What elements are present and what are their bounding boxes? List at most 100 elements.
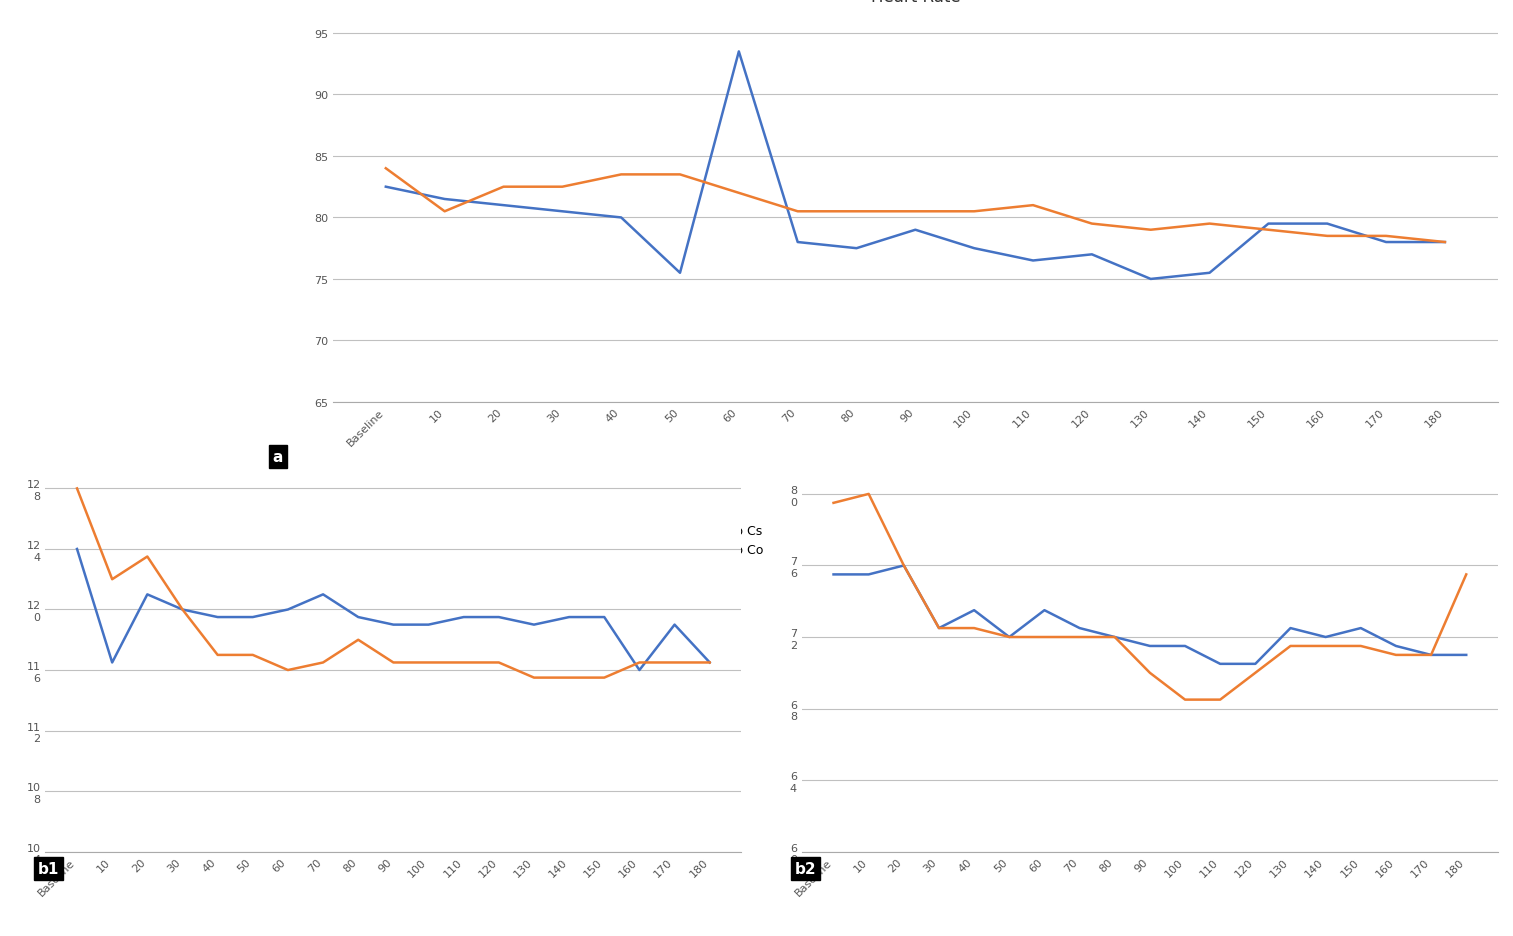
Group Cs	[560, 612, 578, 623]
Title: Heart Rate: Heart Rate	[870, 0, 961, 7]
Group Cs	[847, 243, 865, 255]
Group Co	[613, 169, 631, 181]
Group Cs	[729, 47, 747, 58]
Group Co	[554, 182, 572, 193]
Group Cs	[631, 665, 649, 676]
Group Cs	[1083, 250, 1101, 261]
Group Cs	[825, 569, 843, 580]
Group Cs	[1422, 650, 1440, 661]
Group Cs	[1142, 274, 1160, 285]
Group Co	[315, 657, 333, 668]
Group Cs	[595, 612, 613, 623]
Group Cs	[377, 182, 395, 193]
Group Co	[906, 207, 924, 218]
Group Co	[788, 207, 806, 218]
Group Co	[1035, 632, 1053, 643]
Text: a: a	[272, 449, 283, 464]
Group Cs	[1316, 632, 1334, 643]
Group Cs	[103, 657, 121, 668]
Group Co	[859, 489, 878, 500]
Group Co	[1024, 200, 1042, 212]
Group Cs	[1259, 219, 1277, 230]
Text: b2: b2	[794, 861, 816, 876]
Group Co	[1210, 695, 1229, 706]
Line: Group Co: Group Co	[386, 169, 1445, 242]
Group Co	[209, 650, 227, 661]
Group Co	[454, 657, 472, 668]
Group Co	[1000, 632, 1018, 643]
Group Co	[1259, 225, 1277, 236]
Group Cs	[244, 612, 262, 623]
Group Co	[930, 622, 949, 634]
Group Co	[103, 574, 121, 585]
Group Cs	[1318, 219, 1336, 230]
Line: Group Cs: Group Cs	[834, 566, 1466, 665]
Group Co	[666, 657, 684, 668]
Group Cs	[1351, 622, 1369, 634]
Group Co	[436, 207, 454, 218]
Group Cs	[1024, 256, 1042, 267]
Group Co	[1200, 219, 1218, 230]
Group Co	[1142, 225, 1160, 236]
Group Cs	[1436, 237, 1454, 248]
Group Co	[847, 207, 865, 218]
Group Cs	[350, 612, 368, 623]
Group Cs	[666, 620, 684, 631]
Group Co	[894, 561, 912, 572]
Group Cs	[1200, 268, 1218, 279]
Group Cs	[1377, 237, 1395, 248]
Line: Group Co: Group Co	[77, 489, 710, 678]
Group Cs	[1387, 640, 1406, 651]
Group Co	[495, 182, 513, 193]
Group Cs	[454, 612, 472, 623]
Line: Group Co: Group Co	[834, 494, 1466, 700]
Group Co	[1282, 640, 1300, 651]
Group Cs	[701, 657, 719, 668]
Group Cs	[965, 605, 983, 616]
Line: Group Cs: Group Cs	[386, 52, 1445, 280]
Group Co	[1071, 632, 1089, 643]
Group Co	[1247, 667, 1265, 679]
Group Cs	[894, 561, 912, 572]
Group Cs	[490, 612, 508, 623]
Group Co	[1316, 640, 1334, 651]
Legend: Group Cs, Group Co: Group Cs, Group Co	[666, 519, 769, 562]
Group Cs	[315, 589, 333, 600]
Group Co	[174, 605, 192, 616]
Group Co	[1377, 231, 1395, 242]
Group Cs	[174, 605, 192, 616]
Group Co	[631, 657, 649, 668]
Group Cs	[525, 620, 543, 631]
Group Co	[965, 622, 983, 634]
Group Cs	[1035, 605, 1053, 616]
Group Cs	[1457, 650, 1475, 661]
Group Cs	[1071, 622, 1089, 634]
Group Cs	[1282, 622, 1300, 634]
Group Co	[595, 672, 613, 683]
Group Cs	[138, 589, 156, 600]
Group Co	[1422, 650, 1440, 661]
Group Co	[490, 657, 508, 668]
Group Co	[1457, 569, 1475, 580]
Group Cs	[68, 544, 86, 555]
Group Co	[244, 650, 262, 661]
Group Co	[670, 169, 688, 181]
Group Cs	[930, 622, 949, 634]
Group Co	[384, 657, 402, 668]
Group Cs	[965, 243, 983, 255]
Group Co	[350, 635, 368, 646]
Group Co	[560, 672, 578, 683]
Group Cs	[1000, 632, 1018, 643]
Group Cs	[278, 605, 297, 616]
Group Cs	[209, 612, 227, 623]
Group Co	[138, 551, 156, 563]
Group Cs	[906, 225, 924, 236]
Group Co	[278, 665, 297, 676]
Group Co	[1436, 237, 1454, 248]
Group Cs	[788, 237, 806, 248]
Group Co	[701, 657, 719, 668]
Group Cs	[1141, 640, 1159, 651]
Group Cs	[554, 207, 572, 218]
Group Co	[1083, 219, 1101, 230]
Group Co	[419, 657, 437, 668]
